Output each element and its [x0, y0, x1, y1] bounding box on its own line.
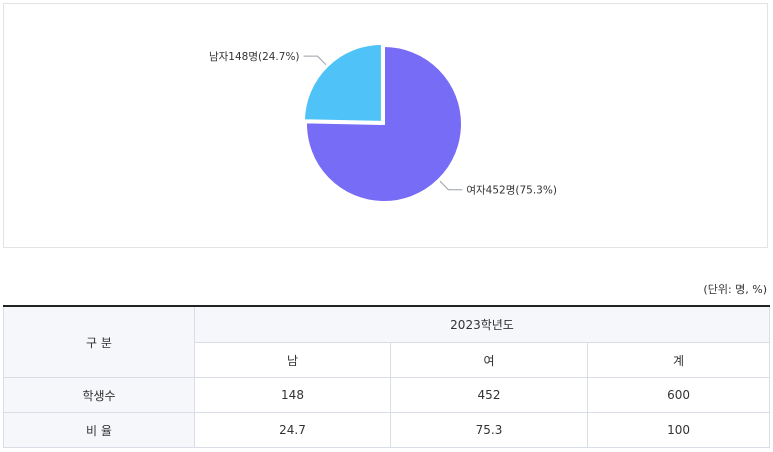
row-header-students: 학생수 [3, 377, 195, 413]
column-header-total: 계 [586, 342, 771, 378]
cell-students-total: 600 [586, 377, 771, 413]
pie-label-male: 남자148명(24.7%) [209, 51, 300, 63]
year-header: 2023학년도 [193, 306, 771, 343]
cell-ratio-female: 75.3 [390, 412, 588, 448]
cell-ratio-total: 100 [586, 412, 771, 448]
pie-leader-line [439, 180, 463, 191]
table-row: 비 율 24.7 75.3 100 [3, 412, 771, 448]
pie-label-female: 여자452명(75.3%) [466, 185, 557, 197]
unit-note: (단위: 명, %) [703, 283, 767, 296]
row-header-ratio: 비 율 [3, 412, 195, 448]
table-row: 학생수 148 452 600 [3, 377, 771, 413]
cell-ratio-male: 24.7 [194, 412, 391, 448]
cell-students-male: 148 [194, 377, 391, 413]
pie-slice-female [305, 44, 463, 203]
pie-chart-panel: 여자452명(75.3%) 남자148명(24.7%) [3, 3, 768, 248]
pie-leader-line [303, 55, 327, 66]
pie-chart: 여자452명(75.3%) 남자148명(24.7%) [209, 42, 557, 203]
pie-slice-male [302, 42, 383, 123]
statistics-table: 구 분 2023학년도 남 여 계 학생수 148 452 600 비 율 24… [3, 305, 771, 448]
column-header-male: 남 [194, 342, 391, 378]
column-header-female: 여 [390, 342, 588, 378]
table-corner-header: 구 분 [3, 306, 195, 378]
cell-students-female: 452 [390, 377, 588, 413]
